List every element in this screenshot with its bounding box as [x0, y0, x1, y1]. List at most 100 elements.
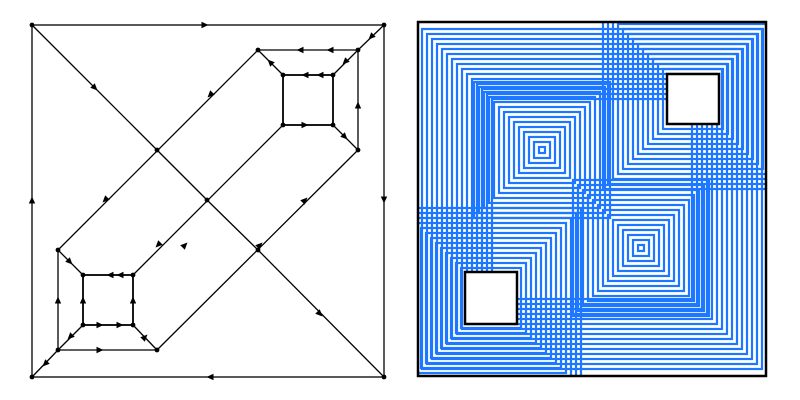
graph-node [55, 347, 61, 353]
upper-right-hole [282, 74, 334, 126]
offset-contour [418, 221, 568, 375]
arrow-head [300, 197, 308, 205]
offset-contour [517, 125, 567, 175]
offset-contour [616, 223, 666, 273]
offset-contour [444, 251, 538, 345]
arrow-head [96, 321, 104, 329]
offset-contour [470, 77, 714, 321]
arrow-head [301, 121, 309, 129]
offset-contour [445, 52, 739, 346]
arrow-head [106, 271, 114, 279]
offset-contour [482, 90, 602, 210]
offset-paths [418, 22, 766, 376]
diagonal-segment [206, 199, 259, 251]
arrow-head [368, 32, 376, 40]
arrow-head [65, 257, 73, 265]
toolpath-panel [416, 20, 768, 378]
offset-contour [621, 228, 661, 268]
offset-contour [621, 27, 765, 171]
graph-node [130, 272, 136, 278]
graph-node [330, 122, 336, 128]
arrow-head [267, 59, 275, 67]
arrow-head [180, 242, 188, 250]
offset-contour [571, 178, 711, 318]
offset-contour [425, 32, 759, 366]
offset-contour [581, 188, 701, 308]
arrow-head [54, 296, 62, 304]
arrow-head [380, 196, 388, 204]
arrow-head [140, 334, 148, 342]
offset-contour [440, 47, 744, 351]
graph-node [381, 374, 387, 380]
offset-contour [601, 208, 681, 288]
graph-node [255, 247, 261, 253]
offset-contour [480, 87, 704, 311]
offset-contour [449, 256, 533, 340]
offset-contour [419, 226, 563, 370]
offset-contour [631, 37, 755, 161]
offset-contour [537, 145, 547, 155]
offset-contour [651, 57, 735, 141]
offset-contour [606, 213, 676, 283]
arrow-head [206, 373, 214, 381]
arrow-heads [28, 21, 388, 381]
offset-contour [626, 233, 656, 263]
offset-contour [636, 243, 646, 253]
arrow-head [255, 242, 263, 250]
arrow-head [354, 101, 362, 109]
offset-contour [430, 37, 754, 361]
arrow-head [326, 46, 334, 54]
graph-node [255, 47, 261, 53]
offset-contour [460, 67, 724, 331]
toolpath-border [416, 20, 768, 378]
offset-contour [656, 62, 730, 136]
offset-contour [512, 120, 572, 180]
offset-contour [502, 110, 582, 190]
offset-contour [626, 32, 760, 166]
arrow-head [201, 21, 209, 29]
graph-node [154, 347, 160, 353]
arrow-head [316, 71, 324, 79]
offset-contour [459, 266, 523, 330]
arrow-head [129, 296, 137, 304]
offset-contour [616, 22, 766, 176]
offset-contour [424, 231, 558, 365]
arrow-head [301, 71, 309, 79]
arrow-head [116, 271, 124, 279]
graph-nodes [29, 22, 387, 380]
offset-contour [492, 100, 592, 200]
offset-contour [631, 238, 651, 258]
offset-contour [591, 198, 691, 298]
graph-node [280, 72, 286, 78]
graph-node [130, 322, 136, 328]
graph-node [80, 272, 86, 278]
offset-contour [596, 203, 686, 293]
offset-contour [454, 261, 528, 335]
graph-node [204, 197, 210, 203]
offset-contour [586, 193, 696, 303]
arrow-head [315, 309, 323, 317]
offset-contour [429, 236, 553, 360]
offset-contour [465, 72, 719, 326]
offset-contour [477, 85, 607, 215]
offset-contour [611, 218, 671, 278]
graph-node [280, 122, 286, 128]
arrow-head [116, 321, 124, 329]
arrow-head [342, 57, 350, 65]
offset-contour [487, 95, 597, 205]
upper-right-hole [665, 72, 721, 126]
arrow-head [67, 332, 75, 340]
diagonal-segment [156, 149, 208, 201]
offset-contour [646, 52, 740, 146]
graph-node [55, 247, 61, 253]
graph-node [29, 374, 35, 380]
arrow-head [28, 196, 36, 204]
lower-left-hole [82, 274, 134, 326]
graph-node [154, 147, 160, 153]
arrow-head [96, 346, 104, 354]
offset-contour [522, 130, 562, 170]
offset-contour [435, 42, 749, 356]
graph-node [381, 22, 387, 28]
